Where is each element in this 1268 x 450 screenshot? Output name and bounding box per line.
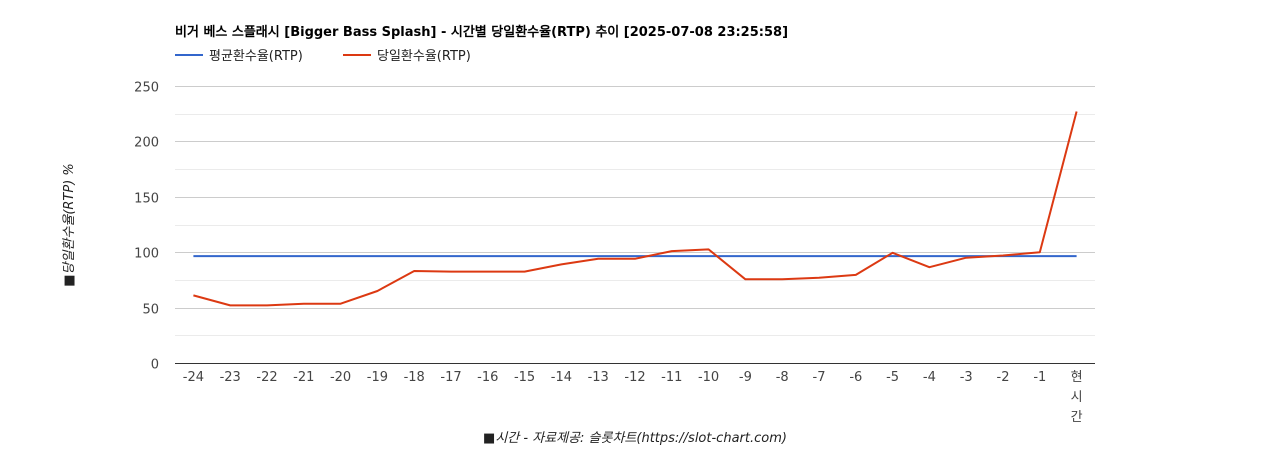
average-rtp-point[interactable] xyxy=(483,251,493,261)
x-tick-label: -18 xyxy=(404,370,425,385)
x-tick-label: -17 xyxy=(440,370,461,385)
daily-rtp-point[interactable] xyxy=(483,267,493,277)
x-tick-label: -6 xyxy=(849,370,862,385)
daily-rtp-point[interactable] xyxy=(520,267,530,277)
daily-rtp-point[interactable] xyxy=(336,299,346,309)
y-tick-label: 0 xyxy=(151,358,159,373)
x-tick-label: -4 xyxy=(923,370,936,385)
average-rtp-point[interactable] xyxy=(924,251,934,261)
gridlines xyxy=(175,86,1095,336)
daily-rtp-point[interactable] xyxy=(409,266,419,276)
x-tick-label: -11 xyxy=(661,370,682,385)
x-tick-label: -7 xyxy=(813,370,826,385)
average-rtp-point[interactable] xyxy=(225,251,235,261)
y-tick-label: 50 xyxy=(142,303,159,318)
x-tick-char: 현 xyxy=(1071,370,1083,385)
daily-rtp-point[interactable] xyxy=(814,273,824,283)
legend: 평균환수율(RTP) 당일환수율(RTP) xyxy=(175,49,471,64)
legend-average-label: 평균환수율(RTP) xyxy=(209,49,303,64)
y-tick-label: 100 xyxy=(134,247,159,262)
average-rtp-point[interactable] xyxy=(372,251,382,261)
average-rtp-point[interactable] xyxy=(446,251,456,261)
daily-rtp-point[interactable] xyxy=(851,270,861,280)
average-rtp-point[interactable] xyxy=(299,251,309,261)
legend-daily-label: 당일환수율(RTP) xyxy=(377,49,471,64)
daily-rtp-point[interactable] xyxy=(630,254,640,264)
daily-rtp-point[interactable] xyxy=(262,300,272,310)
x-tick-label: -8 xyxy=(776,370,789,385)
daily-rtp-point[interactable] xyxy=(372,286,382,296)
daily-rtp-point[interactable] xyxy=(556,259,566,269)
average-rtp-point[interactable] xyxy=(851,251,861,261)
x-tick-char: 시 xyxy=(1071,390,1083,405)
daily-rtp-point[interactable] xyxy=(188,290,198,300)
x-tick-label: -24 xyxy=(183,370,204,385)
daily-rtp-point[interactable] xyxy=(704,244,714,254)
average-rtp-point[interactable] xyxy=(740,251,750,261)
x-tick-label: -16 xyxy=(477,370,498,385)
daily-rtp-point[interactable] xyxy=(667,246,677,256)
y-axis-title: ■당일환수율(RTP) % xyxy=(62,163,77,287)
x-tick-label: -3 xyxy=(960,370,973,385)
average-rtp-point[interactable] xyxy=(814,251,824,261)
daily-rtp-point[interactable] xyxy=(998,251,1008,261)
daily-rtp-point[interactable] xyxy=(888,248,898,258)
x-tick-label: -15 xyxy=(514,370,535,385)
y-axis-ticks: 0 50 100 150 200 250 xyxy=(134,81,159,373)
average-rtp-point[interactable] xyxy=(336,251,346,261)
y-tick-label: 200 xyxy=(134,136,159,151)
series-lines xyxy=(188,107,1082,310)
x-tick-label: -9 xyxy=(739,370,752,385)
x-tick-label: -14 xyxy=(551,370,572,385)
x-tick-char: 간 xyxy=(1071,410,1083,425)
y-tick-label: 150 xyxy=(134,192,159,207)
chart-title: 비거 베스 스플래시 [Bigger Bass Splash] - 시간별 당일… xyxy=(175,24,788,40)
daily-rtp-point[interactable] xyxy=(961,253,971,263)
average-rtp-point[interactable] xyxy=(777,251,787,261)
average-rtp-point[interactable] xyxy=(520,251,530,261)
daily-rtp-point[interactable] xyxy=(593,254,603,264)
daily-rtp-point[interactable] xyxy=(299,299,309,309)
average-rtp-point[interactable] xyxy=(188,251,198,261)
x-tick-label: -10 xyxy=(698,370,719,385)
legend-item-average[interactable]: 평균환수율(RTP) xyxy=(175,49,303,64)
x-tick-label: -20 xyxy=(330,370,351,385)
average-rtp-point[interactable] xyxy=(1072,251,1082,261)
daily-rtp-point[interactable] xyxy=(777,274,787,284)
x-tick-label: -21 xyxy=(293,370,314,385)
y-tick-label: 250 xyxy=(134,81,159,96)
x-tick-label: -12 xyxy=(624,370,645,385)
x-tick-label: -2 xyxy=(997,370,1010,385)
daily-rtp-point[interactable] xyxy=(1035,247,1045,257)
daily-rtp-point[interactable] xyxy=(740,274,750,284)
x-axis-title: ■시간 - 자료제공: 슬롯차트(https://slot-chart.com) xyxy=(483,431,787,446)
daily-rtp-line[interactable] xyxy=(193,111,1078,307)
x-tick-label: -5 xyxy=(886,370,899,385)
legend-item-daily[interactable]: 당일환수율(RTP) xyxy=(343,49,471,64)
daily-rtp-point[interactable] xyxy=(924,262,934,272)
x-tick-label: -19 xyxy=(367,370,388,385)
daily-rtp-point[interactable] xyxy=(446,267,456,277)
x-tick-label: -23 xyxy=(220,370,241,385)
x-tick-label: -13 xyxy=(588,370,609,385)
average-rtp-point[interactable] xyxy=(262,251,272,261)
x-tick-label: -22 xyxy=(256,370,277,385)
average-rtp-point[interactable] xyxy=(409,251,419,261)
daily-rtp-point[interactable] xyxy=(225,300,235,310)
x-tick-label: -1 xyxy=(1033,370,1046,385)
x-axis-ticks: -24 -23 -22 -21 -20 -19 -18 -17 -16 -15 -14 -13 -12 -… xyxy=(183,370,1083,425)
daily-rtp-point[interactable] xyxy=(1072,107,1082,117)
